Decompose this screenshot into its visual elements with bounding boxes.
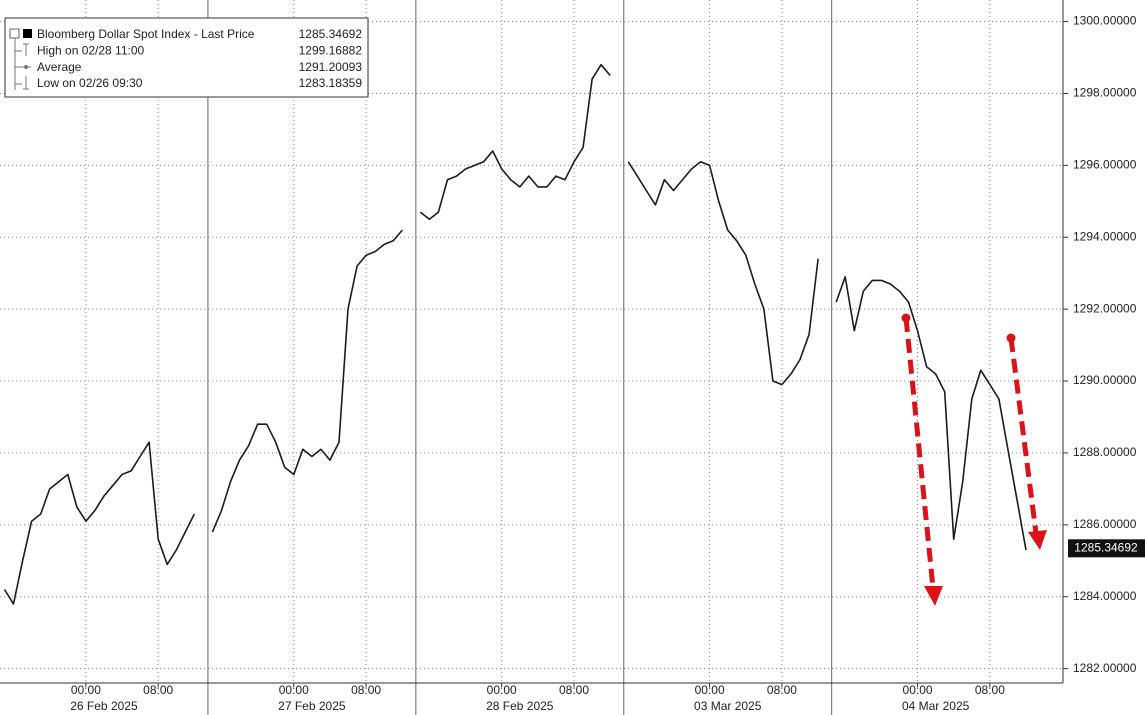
x-group-label: 27 Feb 2025: [278, 699, 346, 713]
x-tick-label: 00:00: [279, 683, 309, 697]
arrow-shaft: [903, 317, 936, 589]
x-group-label: 26 Feb 2025: [70, 699, 138, 713]
y-tick-label: 1290.00000: [1073, 373, 1137, 387]
last-price-label: 1285.34692: [1074, 540, 1138, 554]
legend-label: Low on 02/26 09:30: [37, 76, 143, 90]
y-tick-label: 1282.00000: [1073, 661, 1137, 675]
y-tick-label: 1294.00000: [1073, 229, 1137, 243]
x-tick-label: 00:00: [487, 683, 517, 697]
arrow-dot: [901, 313, 911, 323]
y-tick-label: 1298.00000: [1073, 86, 1137, 100]
x-tick-label: 00:00: [903, 683, 933, 697]
y-tick-label: 1300.00000: [1073, 14, 1137, 28]
arrow-head: [1028, 530, 1047, 550]
x-tick-label: 08:00: [351, 683, 381, 697]
legend-icon: [9, 28, 20, 39]
legend-value: 1299.16882: [299, 43, 363, 57]
y-tick-label: 1284.00000: [1073, 589, 1137, 603]
last-price-tag: [1068, 539, 1145, 558]
arrow-dot: [1006, 333, 1016, 343]
y-tick-label: 1286.00000: [1073, 517, 1137, 531]
arrow-head: [924, 586, 943, 606]
x-group-label: 04 Mar 2025: [902, 699, 970, 713]
legend: Bloomberg Dollar Spot Index - Last Price…: [4, 17, 369, 98]
annotation-arrows: [901, 313, 1047, 606]
legend-value: 1291.20093: [299, 60, 363, 74]
arrow-shaft: [1008, 337, 1039, 534]
y-tick-label: 1296.00000: [1073, 158, 1137, 172]
legend-icon: [24, 65, 28, 69]
legend-label: Average: [37, 60, 82, 74]
legend-box: [4, 17, 369, 98]
x-tick-label: 08:00: [767, 683, 797, 697]
x-tick-label: 00:00: [71, 683, 101, 697]
legend-label: High on 02/28 11:00: [37, 43, 145, 57]
x-tick-label: 08:00: [143, 683, 173, 697]
price-line: [3, 63, 1027, 605]
x-group-label: 03 Mar 2025: [694, 699, 762, 713]
legend-icon: [23, 29, 32, 38]
legend-value: 1283.18359: [299, 76, 363, 90]
x-tick-label: 08:00: [975, 683, 1005, 697]
legend-label: Bloomberg Dollar Spot Index - Last Price: [37, 27, 255, 41]
x-group-label: 28 Feb 2025: [486, 699, 554, 713]
y-tick-label: 1292.00000: [1073, 301, 1137, 315]
x-tick-label: 08:00: [559, 683, 589, 697]
y-tick-label: 1288.00000: [1073, 445, 1137, 459]
x-tick-label: 00:00: [695, 683, 725, 697]
legend-value: 1285.34692: [299, 27, 363, 41]
